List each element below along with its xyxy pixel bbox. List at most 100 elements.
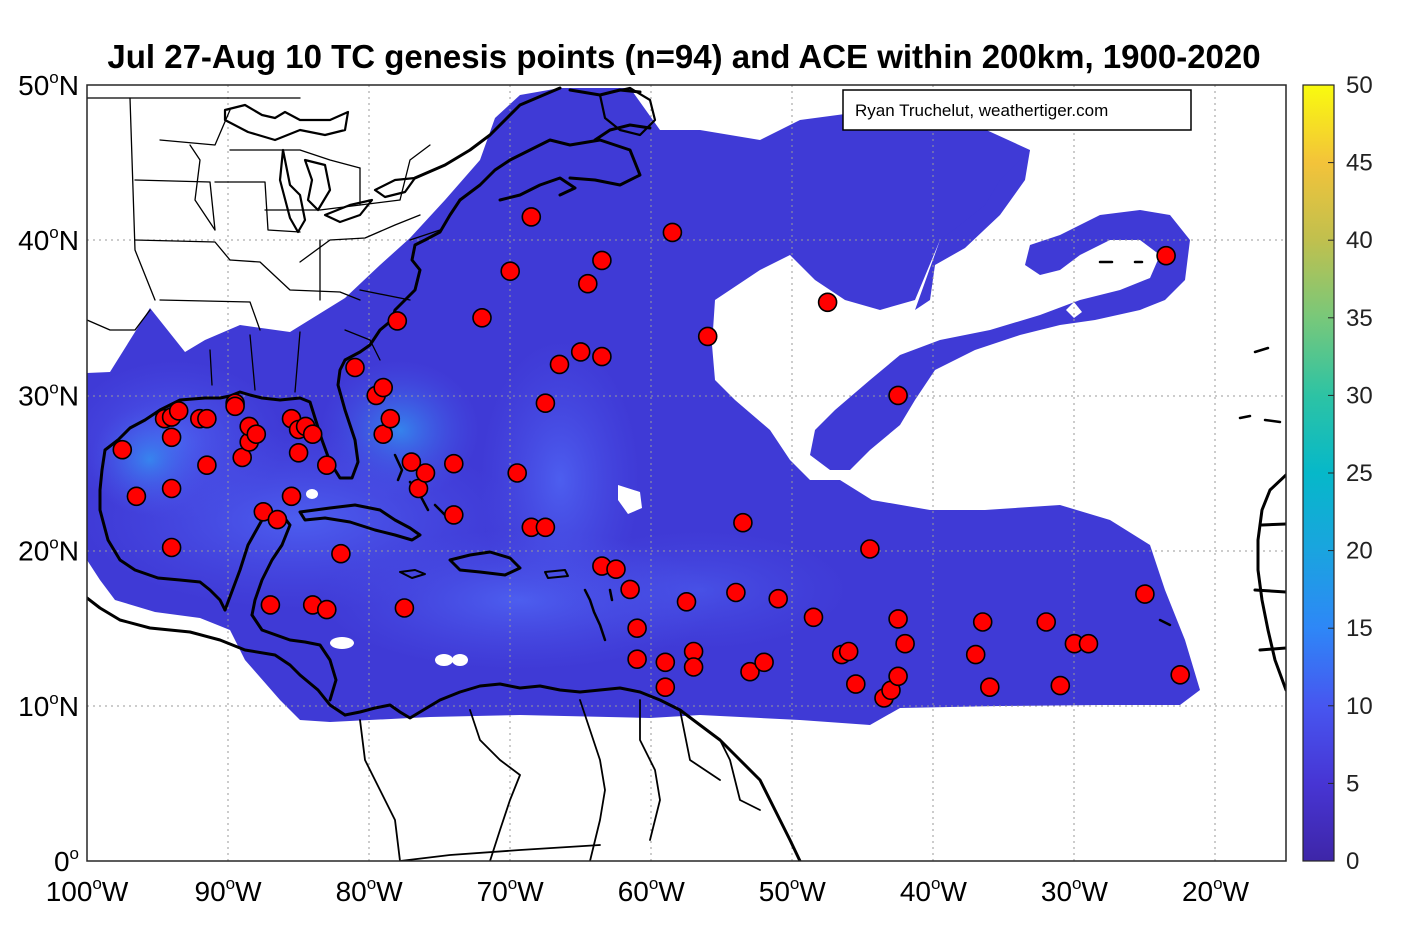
genesis-point <box>972 612 993 632</box>
genesis-point <box>316 455 337 476</box>
genesis-point <box>267 509 288 530</box>
genesis-points <box>112 207 1190 708</box>
coastlines <box>87 86 1286 861</box>
genesis-point <box>888 609 908 629</box>
genesis-point <box>733 512 753 533</box>
genesis-point <box>302 424 323 445</box>
ace-field <box>87 88 1200 725</box>
y-tick-label: 30oN <box>18 378 79 411</box>
genesis-point <box>655 677 676 698</box>
genesis-point <box>535 393 556 414</box>
genesis-point <box>415 463 436 483</box>
genesis-point <box>592 250 612 271</box>
genesis-point <box>373 377 394 398</box>
genesis-point <box>570 342 591 362</box>
genesis-point <box>1036 612 1056 632</box>
map-plot-area <box>86 84 1287 862</box>
colorbar-tick-label: 15 <box>1346 615 1373 642</box>
genesis-point <box>380 408 401 429</box>
genesis-point <box>331 543 351 564</box>
genesis-point <box>627 649 647 670</box>
genesis-point <box>888 666 908 687</box>
genesis-point <box>535 517 556 538</box>
genesis-point <box>655 652 676 673</box>
genesis-point <box>387 311 408 331</box>
ace-north-arm <box>915 150 1030 310</box>
colorbar-tick-label: 10 <box>1346 693 1373 720</box>
y-tick-label: 40oN <box>18 223 79 256</box>
colorbar-ticks: 0 5 10 15 20 25 30 35 40 45 50 <box>1328 72 1373 875</box>
genesis-point <box>592 346 612 367</box>
genesis-point <box>1156 245 1176 266</box>
genesis-point <box>860 539 880 559</box>
genesis-point <box>161 427 182 448</box>
colorbar-tick-label: 40 <box>1346 227 1373 254</box>
genesis-point <box>500 261 521 282</box>
genesis-point <box>662 222 683 243</box>
genesis-point <box>394 598 415 618</box>
genesis-point <box>472 307 492 328</box>
colorbar-tick-label: 5 <box>1346 770 1359 797</box>
genesis-point <box>161 478 182 499</box>
genesis-point <box>754 652 774 673</box>
genesis-point <box>965 644 986 665</box>
genesis-point <box>507 463 528 483</box>
y-tick-label: 20oN <box>18 534 79 567</box>
x-tick-label: 20oW <box>1182 874 1250 907</box>
y-tick-label: 0o <box>54 844 79 877</box>
genesis-point <box>260 595 281 615</box>
genesis-point <box>246 424 267 445</box>
y-axis-ticks: 50oN 40oN 30oN 20oN 10oN 0o <box>18 68 79 877</box>
colorbar-tick-label: 20 <box>1346 538 1373 565</box>
genesis-point <box>197 455 217 476</box>
gridlines <box>87 85 1286 861</box>
colorbar-tick-label: 0 <box>1346 848 1359 875</box>
genesis-point <box>126 486 147 507</box>
genesis-point <box>197 408 217 429</box>
genesis-point <box>443 505 464 525</box>
genesis-point <box>316 599 337 620</box>
genesis-point <box>838 641 859 662</box>
credit-text: Ryan Truchelut, weathertiger.com <box>855 101 1108 120</box>
genesis-point <box>740 661 760 682</box>
genesis-point <box>845 674 866 694</box>
x-tick-label: 100oW <box>46 874 129 907</box>
genesis-point <box>979 677 1000 698</box>
genesis-point <box>577 273 598 294</box>
genesis-point <box>888 385 908 406</box>
genesis-point <box>683 657 704 677</box>
colorbar-tick-label: 45 <box>1346 150 1373 177</box>
genesis-point <box>803 607 824 628</box>
genesis-point <box>606 559 626 580</box>
genesis-point <box>676 591 697 612</box>
x-tick-label: 60oW <box>618 874 686 907</box>
genesis-point <box>549 354 570 375</box>
genesis-point <box>620 579 640 600</box>
colorbar-tick-label: 50 <box>1346 72 1373 99</box>
genesis-point <box>1078 633 1099 654</box>
genesis-point <box>895 633 915 654</box>
genesis-point <box>521 207 542 227</box>
genesis-point <box>1170 664 1190 685</box>
genesis-point <box>1050 675 1071 696</box>
genesis-point <box>401 452 422 472</box>
genesis-point <box>225 396 245 417</box>
credit-box: Ryan Truchelut, weathertiger.com <box>842 89 1192 131</box>
colorbar: 0 5 10 15 20 25 30 35 40 45 50 <box>1302 72 1373 875</box>
x-tick-label: 40oW <box>900 874 968 907</box>
genesis-point <box>281 486 302 507</box>
genesis-point <box>697 326 718 347</box>
genesis-point <box>112 439 133 460</box>
chart-title: Jul 27-Aug 10 TC genesis points (n=94) a… <box>107 38 1260 75</box>
genesis-point <box>443 453 464 474</box>
genesis-point <box>627 618 647 639</box>
genesis-point <box>161 537 182 558</box>
x-tick-label: 30oW <box>1041 874 1109 907</box>
y-tick-label: 10oN <box>18 689 79 722</box>
x-tick-label: 90oW <box>195 874 263 907</box>
x-tick-label: 50oW <box>759 874 827 907</box>
genesis-point <box>345 357 365 378</box>
x-tick-label: 70oW <box>477 874 545 907</box>
y-tick-label: 50oN <box>18 68 79 101</box>
